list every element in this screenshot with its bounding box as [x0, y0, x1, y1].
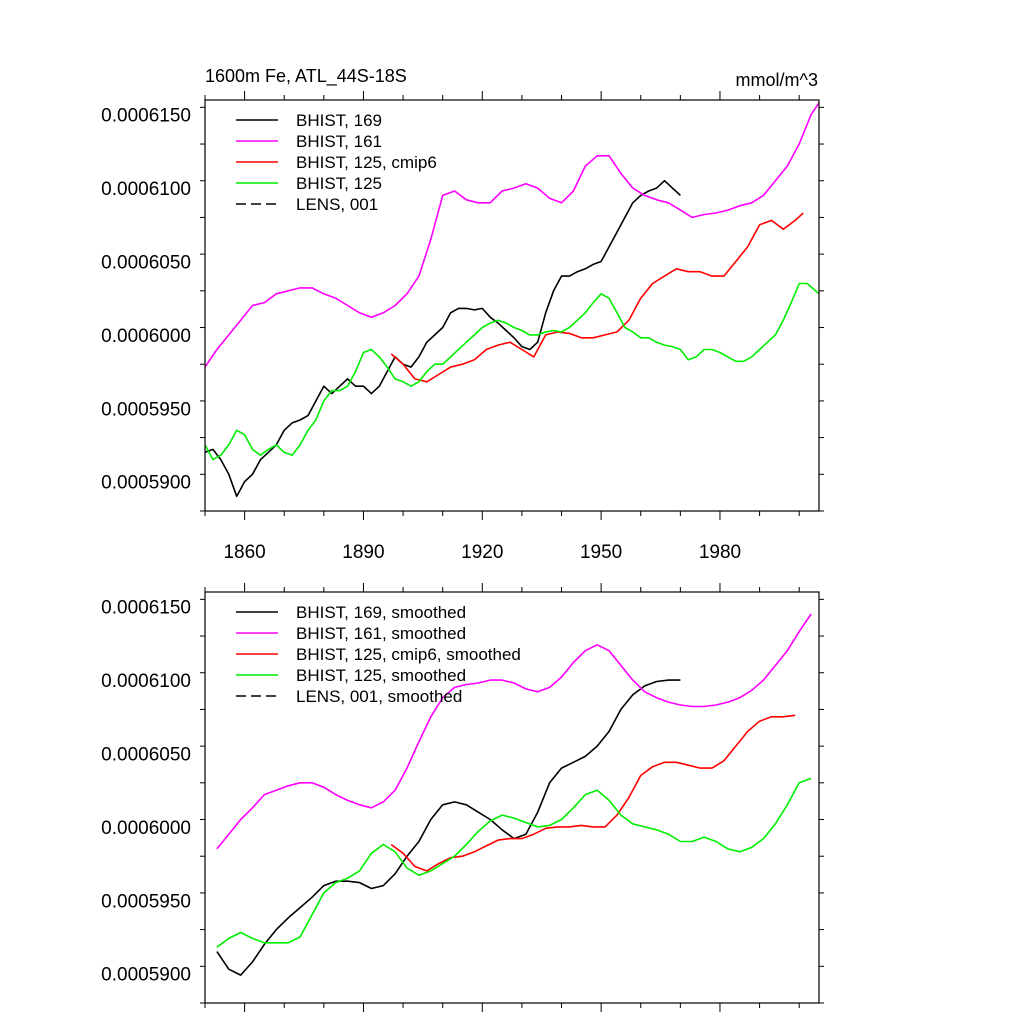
y-tick-label: 0.0005900 — [101, 965, 191, 986]
y-tick-label: 0.0006150 — [101, 598, 191, 619]
y-tick-label: 0.0006150 — [101, 106, 191, 127]
y-tick-label: 0.0005950 — [101, 399, 191, 420]
series-line-1 — [216, 613, 812, 850]
series-line-1 — [204, 102, 820, 368]
legend-label: BHIST, 161, smoothed — [296, 624, 466, 643]
y-tick-label: 0.0005900 — [101, 473, 191, 494]
y-tick-label: 0.0006050 — [101, 252, 191, 273]
legend-label: BHIST, 161 — [296, 132, 382, 151]
top-panel: 1600m Fe, ATL_44S-18S mmol/m^3 1860 1890 1… — [101, 66, 824, 563]
y-tick-label: 0.0006000 — [101, 818, 191, 839]
plot-frame — [204, 591, 820, 1004]
y-tick-label: 0.0006100 — [101, 671, 191, 692]
legend-label: BHIST, 125, cmip6 — [296, 153, 437, 172]
y-tick-label: 0.0005950 — [101, 891, 191, 912]
legend-label: BHIST, 125, smoothed — [296, 666, 466, 685]
y-tick-label: 0.0006100 — [101, 179, 191, 200]
legend-label: BHIST, 125, cmip6, smoothed — [296, 645, 521, 664]
y-tick-label: 0.0006050 — [101, 744, 191, 765]
x-tick-label: 1980 — [699, 542, 741, 563]
series-line-0 — [216, 679, 681, 976]
legend-label: LENS, 001, smoothed — [296, 687, 462, 706]
legend-label: BHIST, 125 — [296, 174, 382, 193]
y-tick-label: 0.0006000 — [101, 326, 191, 347]
x-tick-label: 1860 — [223, 542, 265, 563]
x-tick-label: 1950 — [580, 542, 622, 563]
legend-label: LENS, 001 — [296, 195, 378, 214]
bottom-panel: 0.0005900 0.0005950 0.0006000 0.0006050 0.00… — [101, 583, 824, 1012]
units-label: mmol/m^3 — [736, 70, 818, 90]
legend-label: BHIST, 169 — [296, 111, 382, 130]
series-line-2 — [390, 212, 804, 383]
x-tick-label: 1920 — [461, 542, 503, 563]
series-line-3 — [204, 282, 820, 461]
plot-frame — [204, 99, 820, 512]
series-line-0 — [204, 179, 681, 498]
panel-title: 1600m Fe, ATL_44S-18S — [205, 66, 407, 87]
x-tick-label: 1890 — [342, 542, 384, 563]
series-line-2 — [390, 714, 796, 872]
series-line-3 — [216, 777, 812, 948]
legend-label: BHIST, 169, smoothed — [296, 603, 466, 622]
